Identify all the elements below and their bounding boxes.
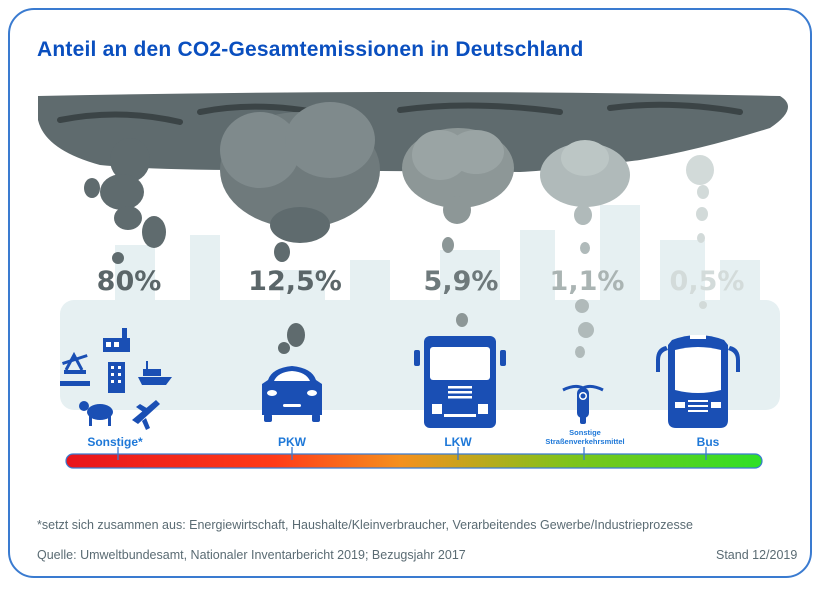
cargo-ship-icon — [138, 361, 172, 385]
value-label-pkw: 12,5% — [248, 266, 342, 297]
emission-scale-bar — [65, 453, 763, 469]
category-label-motorcycle-line2: Straßenverkehrsmittel — [545, 437, 625, 446]
value-label-sonstige: 80% — [96, 266, 162, 297]
category-label-motorcycle-line1: Sonstige — [569, 428, 601, 437]
oil-pump-icon — [60, 351, 90, 386]
smoke-plume-pkw — [220, 102, 380, 354]
footnote: *setzt sich zusammen aus: Energiewirtsch… — [37, 518, 693, 532]
page-title: Anteil an den CO2-Gesamtemissionen in De… — [37, 38, 584, 61]
category-label-pkw: PKW — [278, 435, 306, 449]
factory-icon — [103, 328, 130, 352]
value-label-lkw: 5,9% — [423, 266, 499, 297]
smoke-plume-motorcycle — [540, 140, 630, 358]
category-label-lkw: LKW — [444, 435, 472, 449]
cow-icon — [79, 401, 113, 426]
source-text: Quelle: Umweltbundesamt, Nationaler Inve… — [37, 548, 466, 562]
car-icon — [262, 366, 322, 422]
motorcycle-icon — [562, 384, 604, 424]
smoke-plume-lkw — [402, 128, 514, 327]
value-label-motorcycle: 1,1% — [549, 266, 625, 297]
smoke-plume-sonstige — [84, 138, 166, 264]
smoke-plume-bus — [686, 155, 714, 309]
office-building-icon — [108, 362, 125, 393]
value-label-bus: 0,5% — [669, 266, 745, 297]
truck-icon — [414, 336, 506, 428]
airplane-icon — [132, 400, 160, 430]
scale-ticks — [117, 447, 707, 460]
category-label-bus: Bus — [696, 435, 720, 449]
stand-date: Stand 12/2019 — [716, 548, 798, 562]
category-label-sonstige: Sonstige* — [87, 435, 143, 449]
sonstige-icon-group — [60, 328, 172, 430]
bus-icon — [656, 335, 740, 428]
